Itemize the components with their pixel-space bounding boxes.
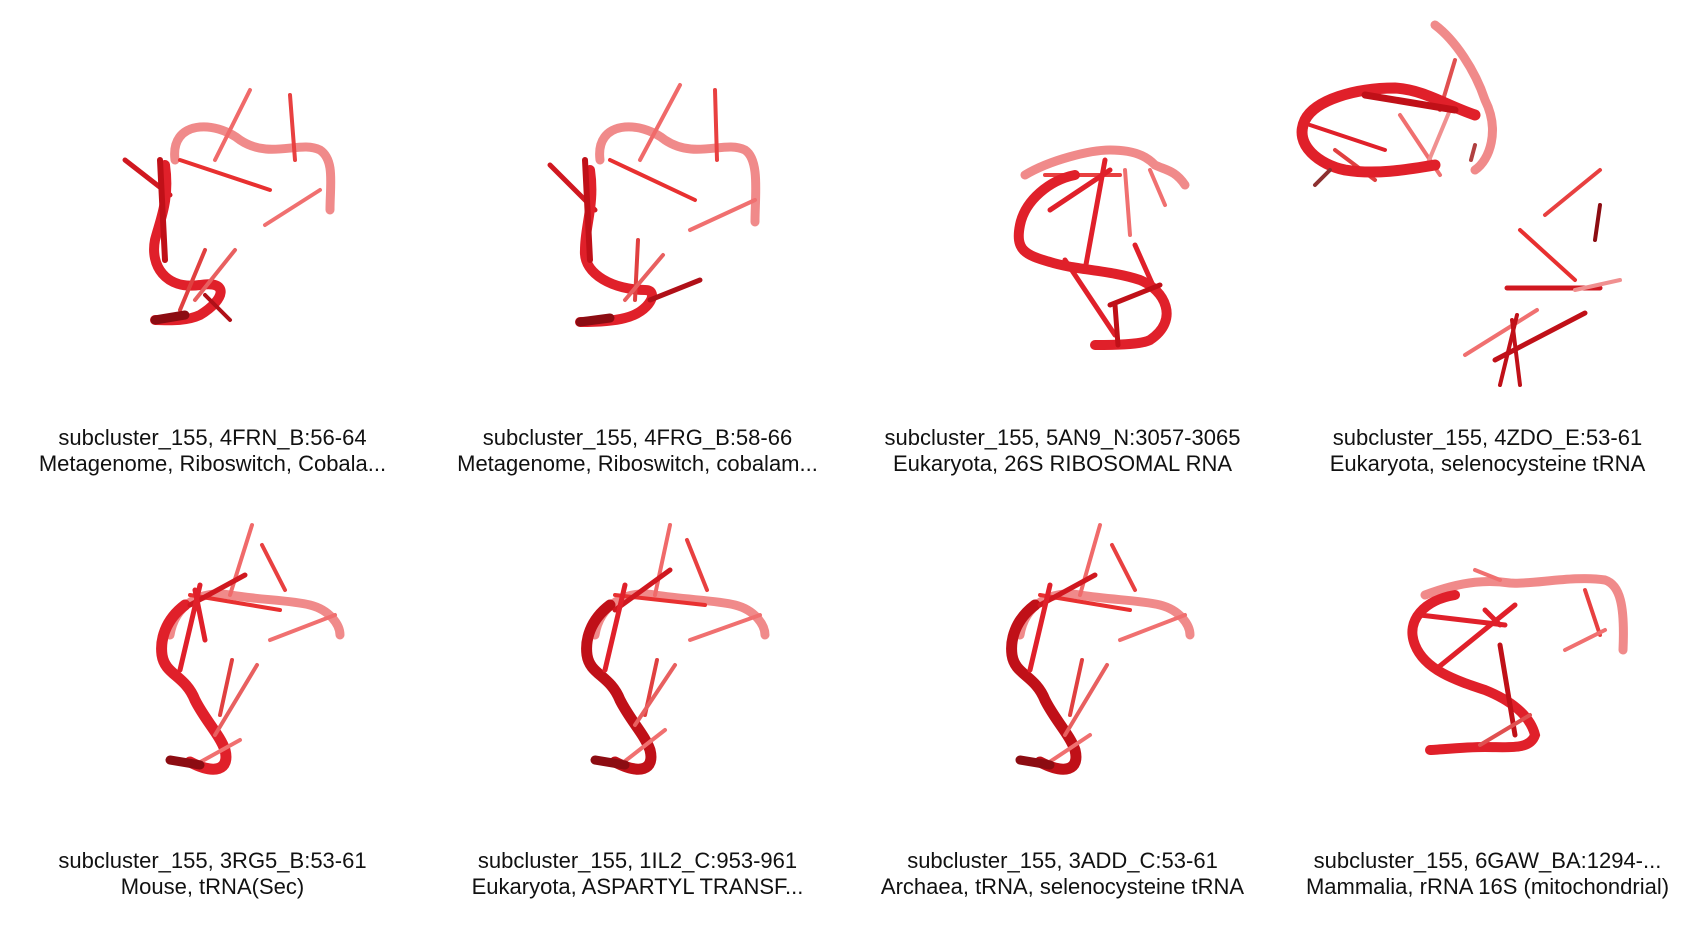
panel-title: subcluster_155, 1IL2_C:953-961 [477,848,798,873]
panel-subtitle: Mouse, tRNA(Sec) [120,874,305,899]
panel-caption: subcluster_155, 3ADD_C:53-61 Archaea, tR… [850,848,1275,900]
rna-structure-image [1296,20,1622,387]
structure-panel-4: subcluster_155, 4ZDO_E:53-61 Eukaryota, … [1275,0,1700,476]
panel-title: subcluster_155, 3RG5_B:53-61 [58,848,367,873]
panel-caption: subcluster_155, 4ZDO_E:53-61 Eukaryota, … [1275,425,1700,477]
panel-subtitle: Eukaryota, ASPARTYL TRANSF... [471,874,804,899]
rna-structure-image [581,523,770,775]
panel-caption: subcluster_155, 5AN9_N:3057-3065 Eukaryo… [850,425,1275,477]
rna-structure-image [547,83,761,327]
panel-caption: subcluster_155, 6GAW_BA:1294-... Mammali… [1275,848,1700,900]
structure-panel-3: subcluster_155, 5AN9_N:3057-3065 Eukaryo… [850,0,1275,476]
panel-caption: subcluster_155, 4FRG_B:58-66 Metagenome,… [425,425,850,477]
panel-title: subcluster_155, 5AN9_N:3057-3065 [884,425,1241,450]
rna-structure-image [122,88,336,326]
panel-title: subcluster_155, 4FRG_B:58-66 [482,425,793,450]
panel-title: subcluster_155, 4FRN_B:56-64 [58,425,367,450]
structure-panel-6: subcluster_155, 1IL2_C:953-961 Eukaryota… [425,465,850,935]
panel-title: subcluster_155, 3ADD_C:53-61 [907,848,1218,873]
panel-subtitle: Metagenome, Riboswitch, cobalam... [457,451,818,476]
panel-title: subcluster_155, 4ZDO_E:53-61 [1332,425,1643,450]
panel-subtitle: Archaea, tRNA, selenocysteine tRNA [880,874,1245,899]
panel-caption: subcluster_155, 3RG5_B:53-61 Mouse, tRNA… [0,848,425,900]
rna-structure-image [156,523,345,775]
panel-caption: subcluster_155, 1IL2_C:953-961 Eukaryota… [425,848,850,900]
rna-structure-image [1013,145,1190,350]
structure-panel-1: subcluster_155, 4FRN_B:56-64 Metagenome,… [0,0,425,476]
structure-panel-5: subcluster_155, 3RG5_B:53-61 Mouse, tRNA… [0,465,425,935]
panel-subtitle: Eukaryota, 26S RIBOSOMAL RNA [892,451,1233,476]
panel-title: subcluster_155, 6GAW_BA:1294-... [1313,848,1662,873]
structure-panel-7: subcluster_155, 3ADD_C:53-61 Archaea, tR… [850,465,1275,935]
rna-structure-image [1006,523,1195,775]
panel-caption: subcluster_155, 4FRN_B:56-64 Metagenome,… [0,425,425,477]
rna-structure-image [1407,568,1628,755]
panel-subtitle: Metagenome, Riboswitch, Cobala... [38,451,387,476]
panel-subtitle: Mammalia, rRNA 16S (mitochondrial) [1305,874,1670,899]
structure-panel-2: subcluster_155, 4FRG_B:58-66 Metagenome,… [425,0,850,476]
panel-subtitle: Eukaryota, selenocysteine tRNA [1329,451,1646,476]
structure-panel-8: subcluster_155, 6GAW_BA:1294-... Mammali… [1275,465,1700,935]
